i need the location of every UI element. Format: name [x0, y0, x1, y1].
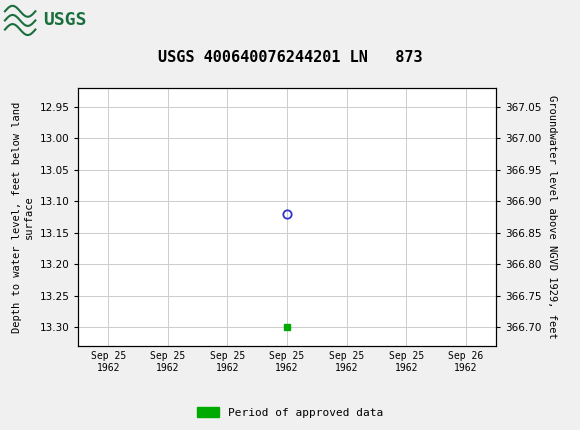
Text: USGS: USGS — [44, 12, 87, 29]
Text: USGS 400640076244201 LN   873: USGS 400640076244201 LN 873 — [158, 49, 422, 64]
Y-axis label: Groundwater level above NGVD 1929, feet: Groundwater level above NGVD 1929, feet — [547, 95, 557, 339]
Legend: Period of approved data: Period of approved data — [193, 403, 387, 422]
Y-axis label: Depth to water level, feet below land
surface: Depth to water level, feet below land su… — [12, 101, 34, 333]
